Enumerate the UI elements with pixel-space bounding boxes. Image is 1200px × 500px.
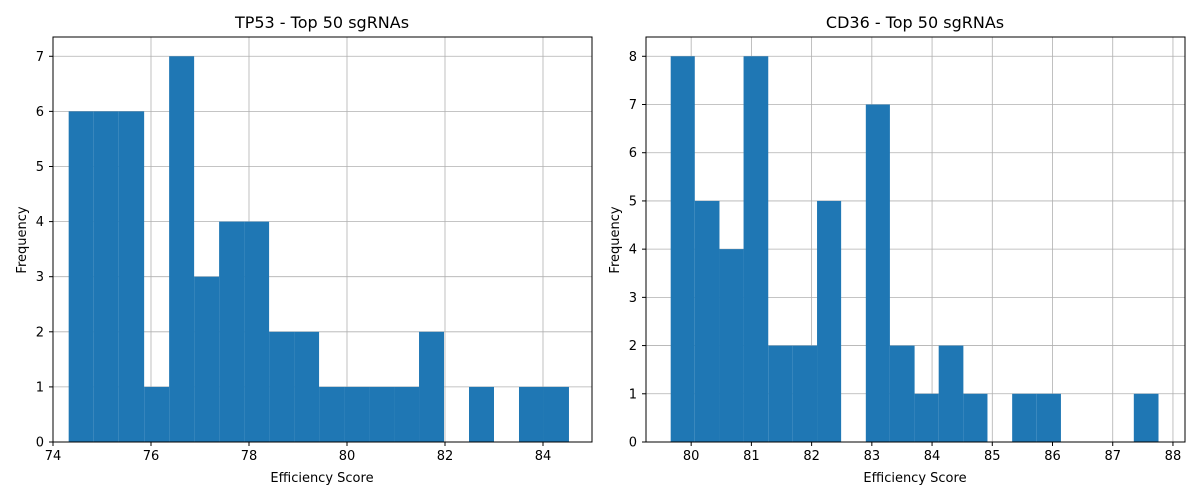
tp53-y-axis-label: Frequency (15, 206, 30, 273)
cd36-x-tick-label: 82 (803, 449, 820, 464)
tp53-y-tick-label: 3 (36, 270, 44, 285)
tp53-y-tick-label: 1 (36, 380, 44, 395)
cd36-x-tick-label: 88 (1165, 449, 1182, 464)
tp53-histogram-bar (244, 221, 270, 442)
cd36-histogram-panel: CD36 - Top 50 sgRNAs 80 81 82 83 84 85 86 87 88 … (608, 13, 1186, 486)
cd36-y-tick-label: 8 (629, 50, 637, 65)
cd36-x-tick-label: 80 (683, 449, 700, 464)
cd36-y-tick-label: 7 (629, 98, 637, 113)
cd36-x-axis-label: Efficiency Score (863, 471, 966, 486)
cd36-y-tick-label: 2 (629, 339, 637, 354)
tp53-histogram-bar (419, 331, 445, 442)
tp53-histogram-bar (144, 386, 170, 442)
tp53-histogram-bar (319, 386, 345, 442)
cd36-y-tick-label: 0 (629, 436, 637, 451)
tp53-histogram-bar (369, 386, 395, 442)
cd36-histogram-bar (963, 393, 988, 442)
cd36-x-ticks: 80 81 82 83 84 85 86 87 88 (683, 442, 1181, 464)
cd36-histogram-bar (1133, 393, 1159, 442)
tp53-y-tick-label: 4 (36, 215, 44, 230)
cd36-x-tick-label: 85 (984, 449, 1001, 464)
tp53-x-tick-label: 76 (143, 449, 160, 464)
cd36-histogram-bar (743, 56, 769, 443)
cd36-y-ticks: 0 1 2 3 4 5 6 7 8 (629, 50, 646, 451)
cd36-histogram-bar (768, 345, 793, 442)
tp53-histogram-bar (269, 331, 295, 442)
cd36-x-tick-label: 83 (864, 449, 881, 464)
tp53-y-tick-label: 7 (36, 50, 44, 65)
cd36-histogram-bar (865, 104, 890, 442)
tp53-x-tick-label: 78 (241, 449, 258, 464)
tp53-y-ticks: 0 1 2 3 4 5 6 7 (36, 50, 53, 451)
tp53-x-tick-label: 84 (535, 449, 552, 464)
tp53-histogram-bar (518, 386, 544, 442)
tp53-histogram-bar (118, 111, 145, 442)
cd36-histogram-bar (914, 393, 939, 442)
tp53-histogram-bar (394, 386, 420, 442)
cd36-y-tick-label: 6 (629, 146, 637, 161)
tp53-histogram-bar (469, 386, 494, 442)
tp53-histogram-bar (344, 386, 370, 442)
cd36-x-tick-label: 81 (743, 449, 760, 464)
tp53-x-axis-label: Efficiency Score (270, 471, 373, 486)
cd36-histogram-bar (817, 200, 842, 442)
cd36-histogram-bar (889, 345, 915, 442)
cd36-histogram-bar (670, 56, 695, 443)
tp53-x-tick-label: 74 (45, 449, 62, 464)
cd36-x-tick-label: 87 (1104, 449, 1121, 464)
tp53-histogram-bar (194, 276, 220, 442)
cd36-y-tick-label: 5 (629, 194, 637, 209)
tp53-histogram-bar (219, 221, 245, 442)
cd36-histogram-bar (792, 345, 818, 442)
tp53-y-tick-label: 0 (36, 436, 44, 451)
tp53-bars (68, 56, 569, 443)
cd36-histogram-bar (938, 345, 964, 442)
tp53-chart-title: TP53 - Top 50 sgRNAs (234, 13, 409, 32)
tp53-x-ticks: 74 76 78 80 82 84 (45, 442, 552, 464)
cd36-histogram-bar (719, 249, 744, 442)
cd36-histogram-bar (694, 200, 720, 442)
cd36-y-tick-label: 3 (629, 291, 637, 306)
cd36-x-tick-label: 86 (1044, 449, 1061, 464)
tp53-histogram-bar (169, 56, 195, 443)
tp53-histogram-bar (294, 331, 320, 442)
cd36-histogram-bar (1036, 393, 1061, 442)
tp53-y-tick-label: 5 (36, 160, 44, 175)
tp53-x-tick-label: 80 (339, 449, 356, 464)
tp53-histogram-bar (543, 386, 569, 442)
tp53-y-tick-label: 6 (36, 105, 44, 120)
cd36-bars (670, 56, 1159, 443)
tp53-histogram-bar (93, 111, 119, 442)
tp53-x-tick-label: 82 (437, 449, 454, 464)
cd36-axes-frame (645, 36, 1186, 443)
tp53-axes-frame (52, 36, 593, 443)
tp53-y-tick-label: 2 (36, 325, 44, 340)
cd36-y-axis-label: Frequency (608, 206, 623, 273)
cd36-y-tick-label: 1 (629, 387, 637, 402)
cd36-y-tick-label: 4 (629, 243, 637, 258)
cd36-x-tick-label: 84 (924, 449, 941, 464)
cd36-chart-title: CD36 - Top 50 sgRNAs (826, 13, 1004, 32)
tp53-histogram-bar (68, 111, 94, 442)
cd36-histogram-bar (1012, 393, 1037, 442)
tp53-histogram-panel: TP53 - Top 50 sgRNAs 74 76 78 80 82 84 012345… (15, 13, 593, 486)
